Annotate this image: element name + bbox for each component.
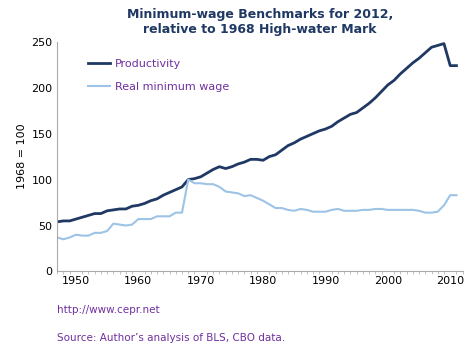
Productivity [397,72,402,76]
Productivity [453,64,458,68]
Productivity [260,158,266,163]
Real minimum wage [60,237,66,242]
Text: Source: Author’s analysis of BLS, CBO data.: Source: Author’s analysis of BLS, CBO da… [57,333,285,343]
Productivity [434,44,440,48]
Productivity [172,188,178,192]
Productivity [54,220,60,224]
Real minimum wage [179,211,185,215]
Real minimum wage [440,203,446,207]
Productivity [440,41,446,46]
Real minimum wage [409,208,415,212]
Line: Real minimum wage: Real minimum wage [57,180,456,239]
Y-axis label: 1968 = 100: 1968 = 100 [17,124,27,189]
Real minimum wage [235,191,240,196]
Line: Productivity: Productivity [57,44,456,222]
Real minimum wage [54,235,60,239]
Text: http://www.cepr.net: http://www.cepr.net [57,305,159,315]
Productivity [148,199,153,203]
Productivity [222,166,228,171]
Real minimum wage [185,177,191,182]
Legend: Productivity, Real minimum wage: Productivity, Real minimum wage [83,54,234,96]
Real minimum wage [154,214,159,219]
Real minimum wage [453,193,458,197]
Title: Minimum-wage Benchmarks for 2012,
relative to 1968 High-water Mark: Minimum-wage Benchmarks for 2012, relati… [127,8,392,37]
Real minimum wage [272,206,278,210]
